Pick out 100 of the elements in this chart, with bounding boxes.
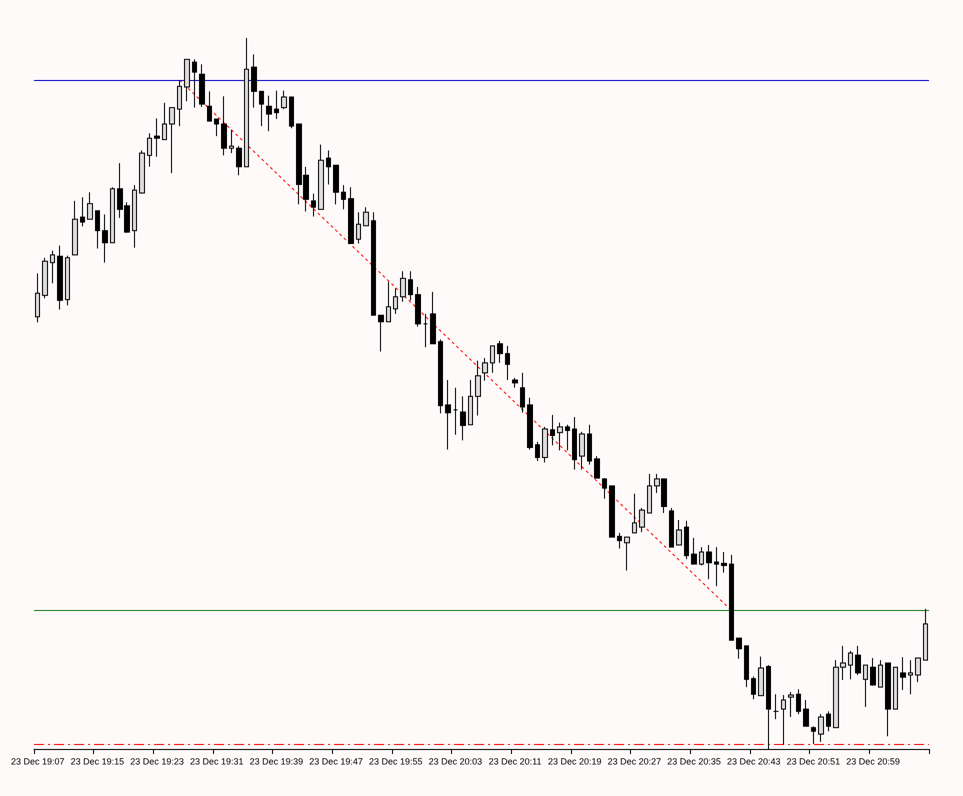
candlestick bbox=[751, 676, 756, 700]
x-tick-label: 23 Dec 19:15 bbox=[70, 756, 124, 766]
candlestick bbox=[870, 657, 876, 686]
candlestick bbox=[371, 212, 376, 316]
candlestick bbox=[736, 638, 742, 660]
x-tick-label: 23 Dec 20:11 bbox=[488, 756, 542, 766]
candlestick bbox=[72, 200, 78, 256]
candlestick bbox=[289, 96, 294, 129]
candlestick bbox=[863, 664, 868, 708]
candlestick bbox=[609, 485, 615, 538]
candlestick bbox=[729, 554, 734, 641]
candlestick bbox=[393, 288, 398, 314]
candlestick bbox=[512, 377, 518, 388]
x-tick-label: 23 Dec 20:27 bbox=[608, 756, 662, 766]
candlestick bbox=[87, 192, 93, 220]
candlestick bbox=[721, 552, 727, 574]
candlestick bbox=[758, 656, 764, 696]
candlestick bbox=[699, 546, 704, 566]
candlestick bbox=[915, 657, 921, 683]
candlestick bbox=[490, 345, 495, 374]
x-tick-label: 23 Dec 20:19 bbox=[548, 756, 602, 766]
x-tick-label: 23 Dec 20:43 bbox=[726, 756, 781, 766]
candlestick bbox=[363, 206, 369, 226]
candlestick bbox=[602, 478, 607, 500]
candlestick bbox=[147, 132, 152, 168]
candlestick bbox=[542, 426, 548, 463]
candlestick bbox=[333, 164, 339, 205]
x-tick-label: 23 Dec 19:39 bbox=[250, 756, 304, 766]
x-tick-label: 23 Dec 20:35 bbox=[667, 756, 721, 766]
candlestick bbox=[676, 520, 682, 546]
candlestick bbox=[639, 507, 645, 533]
candlestick bbox=[199, 64, 205, 108]
candlestick bbox=[617, 532, 622, 549]
candlestick bbox=[356, 212, 361, 244]
candlestick bbox=[587, 424, 592, 466]
candlestick bbox=[139, 150, 145, 194]
candlestick bbox=[274, 90, 279, 120]
candlestick bbox=[565, 424, 570, 451]
candlestick bbox=[706, 544, 712, 580]
candlestick bbox=[415, 286, 421, 328]
candlestick bbox=[624, 536, 630, 572]
candlestick bbox=[50, 250, 55, 284]
x-tick-label: 23 Dec 20:59 bbox=[846, 756, 900, 766]
candlestick bbox=[632, 493, 637, 534]
candlestick bbox=[229, 129, 234, 154]
candlestick bbox=[460, 396, 466, 441]
candlestick bbox=[348, 186, 354, 244]
candlestick bbox=[550, 414, 555, 446]
candlestick bbox=[35, 272, 40, 323]
candlestick bbox=[647, 473, 652, 514]
candlestick bbox=[169, 107, 175, 174]
candlestick bbox=[214, 118, 219, 137]
candlestick bbox=[57, 245, 63, 310]
candlestick bbox=[341, 184, 346, 210]
candlestick bbox=[445, 379, 451, 450]
candlestick bbox=[848, 650, 853, 680]
candlestick bbox=[318, 144, 324, 210]
candlestick bbox=[878, 660, 883, 688]
candlestick bbox=[408, 270, 413, 301]
candlestick bbox=[803, 699, 809, 727]
x-tick-label: 23 Dec 19:07 bbox=[10, 756, 65, 766]
x-tick-label: 23 Dec 19:23 bbox=[130, 756, 184, 766]
candlestick bbox=[311, 193, 316, 217]
candlestick bbox=[326, 150, 331, 185]
candlestick bbox=[154, 118, 160, 158]
candlestick bbox=[908, 660, 913, 695]
candlestick bbox=[714, 546, 719, 587]
candlestick bbox=[177, 79, 182, 127]
candlestick bbox=[244, 38, 249, 168]
candlestick bbox=[811, 726, 816, 745]
candlestick bbox=[95, 210, 100, 249]
candlestick bbox=[900, 656, 906, 690]
candlestick bbox=[744, 644, 749, 688]
candlestick bbox=[162, 102, 167, 140]
candlestick bbox=[535, 441, 540, 462]
candlestick bbox=[132, 184, 137, 248]
x-tick-label: 23 Dec 20:03 bbox=[428, 756, 482, 766]
candlestick bbox=[475, 360, 481, 416]
candlestick bbox=[102, 214, 108, 264]
candlestick bbox=[207, 90, 212, 122]
candlestick bbox=[885, 662, 891, 737]
candlestick bbox=[468, 379, 473, 426]
x-tick-label: 23 Dec 19:55 bbox=[368, 756, 423, 766]
candlestick bbox=[505, 345, 510, 380]
candlestick bbox=[281, 90, 287, 110]
candlestick bbox=[773, 694, 779, 720]
candlestick bbox=[788, 692, 794, 718]
candlestick bbox=[572, 416, 577, 470]
candlestick bbox=[826, 710, 831, 732]
candlestick bbox=[259, 90, 264, 127]
candlestick bbox=[378, 314, 384, 352]
candlestick bbox=[579, 431, 585, 470]
candlestick bbox=[482, 357, 488, 382]
candlestick bbox=[438, 338, 443, 414]
x-tick-label: 23 Dec 19:31 bbox=[190, 756, 244, 766]
candlestick bbox=[110, 186, 115, 244]
candlestick bbox=[557, 422, 563, 451]
candlestick bbox=[923, 608, 928, 661]
candlestick bbox=[192, 58, 197, 108]
candlestick bbox=[266, 95, 272, 132]
